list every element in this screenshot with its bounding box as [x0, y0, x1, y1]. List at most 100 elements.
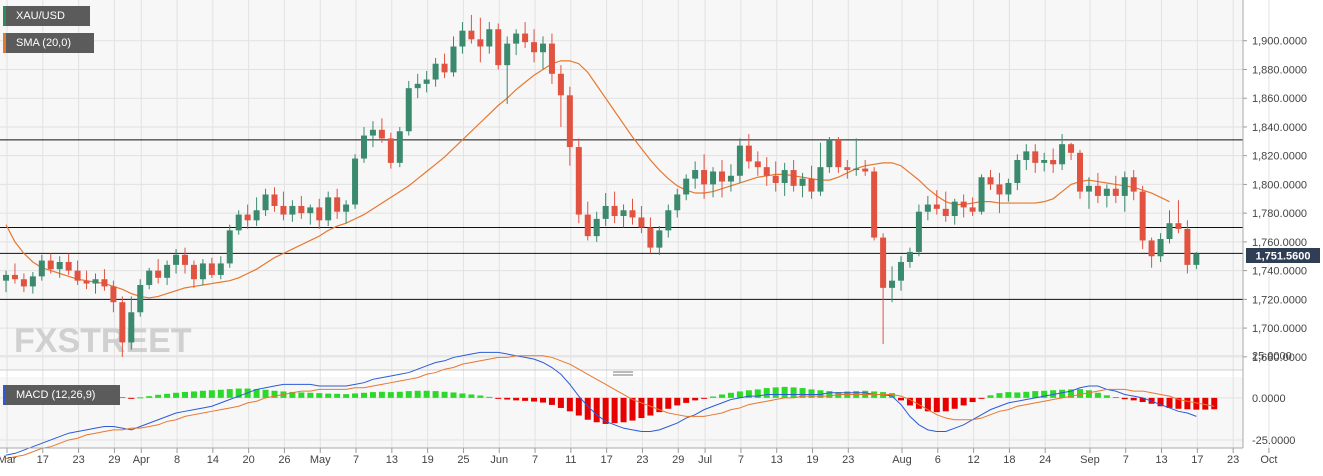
candle-down: [110, 280, 117, 313]
macd-histogram-bar: [423, 390, 430, 398]
y-tick-label: 1,720.0000: [1252, 294, 1307, 306]
candle-up: [199, 259, 206, 285]
macd-histogram-bar: [1175, 397, 1182, 409]
x-tick-label: 6: [935, 454, 941, 466]
candle-up: [513, 29, 520, 56]
x-tick-label: Aug: [892, 454, 912, 466]
x-tick-label: Jun: [490, 454, 508, 466]
candle-down: [871, 167, 878, 241]
macd-histogram-bar: [540, 397, 546, 403]
candle-body: [1085, 185, 1092, 192]
x-tick-label: Apr: [133, 454, 150, 466]
candle-body: [584, 214, 591, 237]
candle-body: [20, 279, 27, 287]
candle-up: [593, 211, 600, 242]
candle-up: [898, 256, 904, 291]
candle-down: [1112, 175, 1119, 204]
candle-body: [1023, 151, 1030, 160]
macd-histogram-bar: [1077, 389, 1083, 398]
macd-layer: [3, 351, 1218, 459]
macd-histogram-bar: [674, 397, 681, 406]
x-tick-label: 23: [636, 454, 648, 466]
macd-histogram-bar: [146, 396, 153, 398]
candle-up: [620, 204, 627, 228]
candles-layer: [3, 14, 1200, 357]
candle-body: [853, 168, 860, 171]
macd-histogram-bar: [566, 397, 573, 412]
x-axis: Mar 17 23 29 Apr 8 14 20 26 May 7 13 19 25 Jun 7 11 17 23 2…: [0, 447, 1278, 466]
macd-histogram-bar: [593, 397, 600, 423]
candle-body: [924, 204, 931, 212]
candle-body: [1032, 151, 1039, 163]
legend-symbol[interactable]: XAU/USD: [3, 6, 90, 26]
x-tick-label: 23: [1227, 454, 1239, 466]
candle-up: [736, 138, 743, 183]
candle-body: [665, 210, 672, 231]
x-tick-label: 13: [771, 454, 783, 466]
panel-divider-handle[interactable]: [613, 371, 633, 376]
candle-body: [844, 167, 851, 171]
candle-down: [745, 134, 752, 169]
candle-down: [119, 296, 126, 357]
macd-histogram-bar: [119, 397, 126, 398]
candle-body: [450, 46, 457, 73]
macd-histogram-bar: [1094, 392, 1101, 398]
candle-body: [244, 214, 251, 221]
macd-histogram-bar: [611, 397, 618, 424]
candle-down: [1094, 172, 1101, 204]
legend-macd[interactable]: MACD (12,26,9): [3, 385, 120, 405]
candle-up: [1014, 154, 1021, 191]
macd-histogram-bar: [495, 397, 502, 399]
candle-down: [316, 198, 323, 229]
macd-histogram-bar: [710, 396, 717, 398]
candle-up: [38, 254, 45, 281]
candle-body: [110, 286, 117, 303]
candle-up: [1005, 178, 1012, 202]
last-price-label: 1,751.5600: [1255, 251, 1310, 263]
x-tick-label: 25: [457, 454, 469, 466]
candle-body: [137, 284, 144, 313]
candle-body: [620, 210, 627, 217]
candle-down: [182, 247, 188, 274]
macd-histogram-bar: [692, 397, 699, 401]
candle-body: [1175, 223, 1182, 229]
candle-up: [1059, 134, 1066, 171]
macd-histogram-bar: [996, 393, 1003, 398]
candle-up: [665, 204, 672, 238]
candle-body: [378, 129, 385, 139]
candle-body: [396, 131, 403, 163]
candle-down: [1175, 200, 1182, 234]
candle-down: [1184, 220, 1191, 274]
candle-down: [763, 157, 770, 186]
macd-histogram-bar: [1139, 397, 1146, 403]
candle-down: [271, 187, 278, 212]
candle-up: [1157, 233, 1164, 262]
macd-histogram-bar: [683, 397, 690, 403]
candle-down: [969, 197, 976, 217]
candle-body: [727, 175, 734, 182]
candle-down: [47, 253, 54, 274]
candle-body: [280, 205, 287, 215]
macd-histogram-bar: [1166, 397, 1173, 408]
candle-body: [459, 30, 466, 47]
macd-histogram-bar: [477, 395, 484, 398]
legend-sma[interactable]: SMA (20,0): [3, 33, 94, 53]
macd-y-tick-label: 25.0000: [1252, 351, 1292, 363]
macd-histogram-bar: [343, 394, 350, 398]
candle-down: [298, 195, 305, 219]
candle-body: [1041, 159, 1048, 163]
candle-up: [173, 249, 180, 274]
candle-up: [781, 162, 788, 196]
candle-down: [1130, 170, 1137, 201]
grid-lines: [0, 0, 1270, 448]
candle-up: [137, 279, 144, 317]
candle-down: [1077, 149, 1083, 199]
candle-body: [942, 208, 949, 217]
candle-body: [736, 145, 743, 176]
x-tick-label: Sep: [1080, 454, 1100, 466]
macd-histogram-bar: [298, 392, 305, 398]
macd-histogram-bar: [969, 397, 976, 403]
macd-histogram-bar: [387, 392, 394, 398]
